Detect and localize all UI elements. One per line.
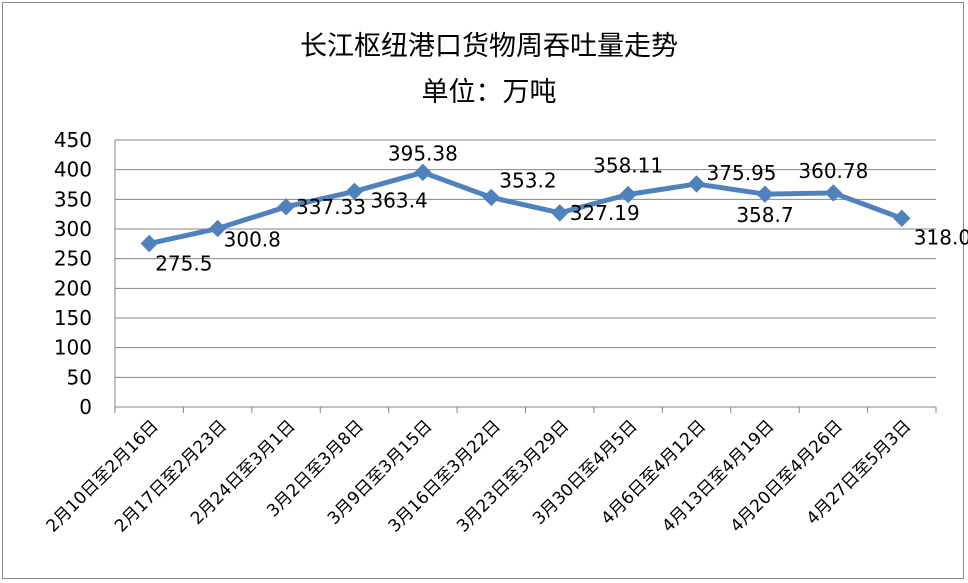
data-label: 300.8	[224, 228, 281, 252]
y-tick-label: 450	[54, 128, 92, 152]
data-label: 363.4	[370, 188, 427, 212]
chart-subtitle: 单位：万吨	[422, 77, 557, 108]
data-point-marker	[824, 184, 843, 202]
chart-title: 长江枢纽港口货物周吞吐量走势	[300, 31, 678, 62]
y-axis: 0 50 100 150 200 250 300 350 400 450	[54, 128, 116, 419]
x-tick-label: 2月17日至2月23日	[111, 416, 231, 536]
y-tick-label: 150	[54, 306, 92, 330]
x-tick-label: 3月23日至3月29日	[453, 416, 573, 536]
data-point-marker	[619, 185, 637, 204]
x-tick-label: 4月20日至4月26日	[727, 416, 847, 536]
series-line	[140, 163, 911, 253]
y-tick-label: 300	[54, 217, 92, 241]
x-tick-label: 4月13日至4月19日	[658, 416, 778, 536]
series-line-path	[148, 169, 903, 246]
data-label: 358.11	[593, 154, 663, 178]
data-label: 395.38	[388, 141, 458, 165]
data-label: 327.19	[570, 201, 640, 225]
y-tick-label: 200	[54, 276, 92, 300]
data-point-marker	[277, 198, 295, 216]
y-tick-label: 350	[54, 187, 92, 211]
data-point-marker	[414, 163, 432, 182]
data-label: 318.03	[914, 225, 968, 249]
data-label: 375.95	[707, 161, 777, 185]
data-point-marker	[140, 234, 158, 253]
y-tick-label: 100	[54, 336, 92, 360]
data-point-marker	[893, 209, 911, 228]
data-point-marker	[756, 185, 774, 203]
y-tick-label: 50	[67, 365, 92, 389]
data-label: 360.78	[798, 159, 868, 183]
data-label: 337.33	[296, 195, 366, 219]
data-point-marker	[551, 204, 569, 222]
x-tick-label: 2月10日至2月16日	[43, 416, 163, 536]
x-tick-label: 3月16日至3月22日	[385, 416, 505, 536]
data-point-marker	[482, 188, 500, 207]
data-label: 275.5	[155, 252, 212, 276]
y-tick-label: 400	[54, 158, 92, 182]
data-label: 353.2	[499, 168, 556, 192]
data-point-marker	[345, 182, 364, 201]
data-labels: 275.5 300.8 337.33 363.4 395.38 353.2 327.19 35…	[155, 141, 968, 275]
data-point-marker	[208, 219, 227, 238]
y-tick-label: 250	[54, 247, 92, 271]
data-point-marker	[687, 175, 706, 193]
x-axis: 2月10日至2月16日2月17日至2月23日2月24日至3月1日3月2日至3月8…	[43, 407, 937, 537]
data-label: 358.7	[736, 203, 793, 227]
y-tick-label: 0	[79, 395, 92, 419]
